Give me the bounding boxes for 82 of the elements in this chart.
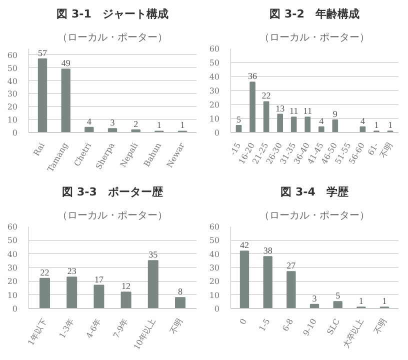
data-label: 11 — [303, 106, 312, 116]
data-label: 4 — [86, 116, 92, 126]
y-tick-label: 50 — [7, 64, 18, 73]
y-tick-label: 40 — [7, 250, 18, 259]
data-label: 22 — [40, 267, 50, 278]
y-tick-label: 20 — [209, 277, 220, 286]
x-tick-label: 不明 — [168, 317, 184, 336]
y-tick-label: 0 — [214, 304, 220, 314]
y-tick-label: 40 — [7, 76, 18, 86]
data-label: 22 — [262, 90, 271, 101]
data-label: 1 — [180, 120, 185, 130]
y-tick-label: 20 — [7, 277, 18, 286]
data-label: 5 — [236, 114, 242, 124]
chart-title: 図 3-1 ジャート構成 — [56, 8, 168, 20]
x-tick-label: 4-6年 — [84, 317, 103, 340]
y-tick-label: 50 — [209, 236, 220, 246]
y-tick-label: 20 — [7, 102, 18, 112]
data-label: 1 — [374, 120, 379, 130]
x-tick-label: 大卒以上 — [341, 317, 366, 350]
y-tick-label: 30 — [7, 264, 18, 272]
y-tick-label: 40 — [209, 250, 220, 259]
data-label: 1 — [156, 120, 162, 130]
data-label: 2 — [134, 118, 138, 129]
y-tick-label: 0 — [214, 128, 220, 138]
chart-subtitle: （ローカル・ポーター） — [58, 210, 168, 222]
chart-title: 図 3-4 学歴 — [280, 186, 350, 198]
x-tick-label: Rai — [32, 140, 47, 158]
y-tick-label: 0 — [12, 304, 18, 314]
x-tick-label: 6-8 — [280, 317, 296, 333]
data-label: 36 — [248, 71, 258, 82]
x-tick-label: 1年以下 — [26, 317, 49, 347]
data-label: 1 — [388, 120, 392, 130]
chart-title: 図 3-3 ポーター歴 — [62, 186, 164, 198]
data-label: 11 — [290, 106, 298, 116]
chart-subtitle: （ローカル・ポーター） — [260, 32, 370, 44]
x-tick-label: -15 — [228, 141, 243, 157]
x-tick-label: 0 — [238, 317, 248, 326]
chart-subtitle: （ローカル・ポーター） — [58, 32, 168, 44]
chart-subtitle: （ローカル・ポーター） — [260, 210, 370, 222]
x-tick-label: 不明 — [372, 317, 388, 336]
y-tick-label: 60 — [209, 222, 220, 232]
data-label: 8 — [178, 286, 183, 297]
data-label: 38 — [263, 246, 273, 256]
data-label: 1 — [358, 296, 364, 306]
y-tick-label: 10 — [7, 290, 18, 300]
data-label: 57 — [38, 48, 48, 58]
data-label: 1 — [382, 296, 387, 306]
y-tick-label: 0 — [12, 128, 18, 138]
data-label: 4 — [319, 116, 324, 126]
data-label: 17 — [94, 274, 104, 284]
x-tick-label: 10年以上 — [132, 317, 158, 352]
data-label: 5 — [336, 290, 341, 301]
y-tick-label: 40 — [209, 72, 220, 82]
data-label: 13 — [276, 103, 286, 114]
y-tick-label: 60 — [7, 222, 18, 232]
y-tick-label: 30 — [7, 90, 18, 99]
data-label: 3 — [312, 293, 318, 304]
data-label: 35 — [148, 250, 158, 260]
data-label: 12 — [122, 281, 131, 292]
x-tick-label: 1-5 — [257, 317, 272, 333]
y-tick-label: 30 — [209, 86, 220, 96]
y-tick-label: 50 — [209, 58, 220, 68]
data-label: 9 — [332, 108, 338, 119]
data-label: 23 — [67, 266, 77, 276]
y-tick-label: 50 — [7, 236, 18, 246]
y-tick-label: 10 — [209, 290, 220, 300]
data-label: 42 — [240, 240, 249, 250]
y-tick-label: 60 — [209, 44, 220, 54]
x-tick-label: 7-9年 — [112, 317, 130, 340]
x-tick-label: 不明 — [378, 141, 394, 160]
y-tick-label: 30 — [209, 264, 220, 272]
y-tick-label: 20 — [209, 100, 220, 110]
y-tick-label: 10 — [209, 114, 220, 124]
y-tick-label: 60 — [7, 50, 18, 60]
data-label: 4 — [360, 116, 366, 126]
data-label: 27 — [286, 260, 296, 271]
data-label: 3 — [110, 118, 116, 128]
x-tick-label: 61- — [366, 140, 381, 157]
chart-title: 図 3-2 年齢構成 — [270, 8, 360, 20]
x-tick-label: 1-3年 — [58, 317, 76, 340]
data-label: 49 — [61, 58, 71, 68]
y-tick-label: 10 — [7, 116, 18, 125]
